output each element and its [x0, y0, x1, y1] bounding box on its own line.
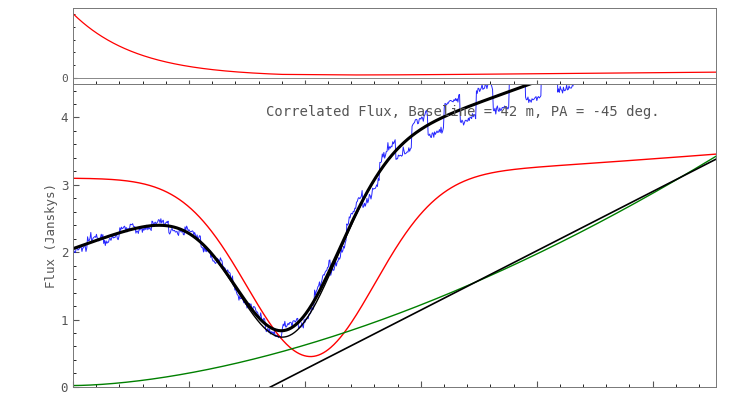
Text: Correlated Flux, Baseline = 42 m, PA = -45 deg.: Correlated Flux, Baseline = 42 m, PA = -…: [266, 105, 659, 119]
Y-axis label: Flux (Janskys): Flux (Janskys): [45, 183, 58, 288]
